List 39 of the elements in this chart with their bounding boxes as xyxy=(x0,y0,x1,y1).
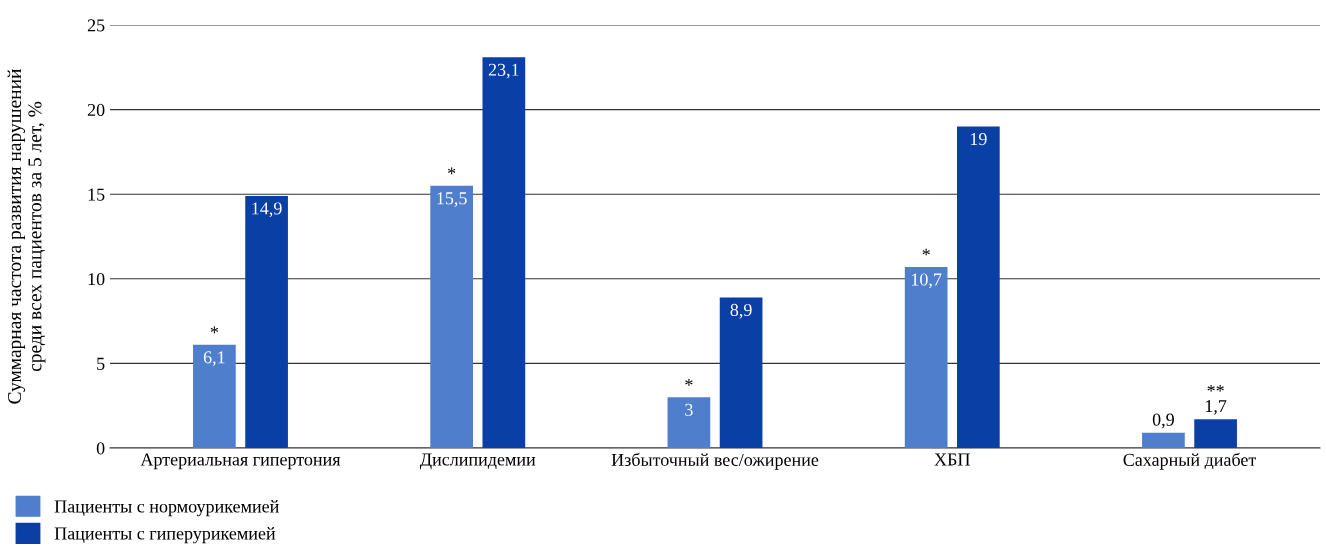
bar xyxy=(1142,432,1185,448)
data-label: 3 xyxy=(685,403,693,416)
bar xyxy=(957,126,1000,448)
y-tick-label: 25 xyxy=(87,19,105,32)
data-label: 23,1 xyxy=(488,63,519,79)
legend-label: Пациенты с нормоурикемией xyxy=(54,500,279,517)
data-label: 14,9 xyxy=(252,202,282,218)
legend-label: Пациенты с гиперурикемией xyxy=(54,527,276,544)
y-axis-title: Суммарная частота развития нарушений среди всех пациентов за 5 лет, % xyxy=(7,68,46,404)
data-label: 19 xyxy=(970,133,987,146)
x-tick-label: Избыточный вес/ожирение xyxy=(611,452,819,470)
bar xyxy=(482,57,526,448)
bar xyxy=(667,397,711,448)
annotation: * xyxy=(210,326,219,334)
y-tick-label: 0 xyxy=(96,442,105,455)
data-label: 15,5 xyxy=(437,192,467,207)
x-tick-label: Дислипидемии xyxy=(419,453,536,470)
data-label: 8,9 xyxy=(730,303,752,319)
data-label: 0,9 xyxy=(1152,413,1174,429)
annotation: * xyxy=(448,167,456,175)
y-tick-label: 5 xyxy=(97,357,105,370)
x-tick-label: ХБП xyxy=(934,453,970,466)
bar xyxy=(1194,419,1237,448)
bar xyxy=(245,195,288,448)
y-tick-label: 15 xyxy=(88,188,105,201)
data-label: 10,7 xyxy=(911,273,942,289)
annotation: * xyxy=(922,248,930,256)
annotation: ** xyxy=(1207,384,1224,392)
annotation: * xyxy=(685,379,693,386)
bar xyxy=(904,266,948,448)
bar xyxy=(430,185,473,448)
y-tick-label: 20 xyxy=(87,103,105,117)
bar xyxy=(193,344,236,448)
data-label: 1,7 xyxy=(1205,400,1227,415)
x-tick-label: Сахарный диабет xyxy=(1123,452,1257,470)
x-tick-label: Артериальная гипертония xyxy=(140,453,341,470)
data-label: 6,1 xyxy=(203,351,225,367)
y-tick-label: 10 xyxy=(88,273,105,286)
bar xyxy=(719,297,763,448)
